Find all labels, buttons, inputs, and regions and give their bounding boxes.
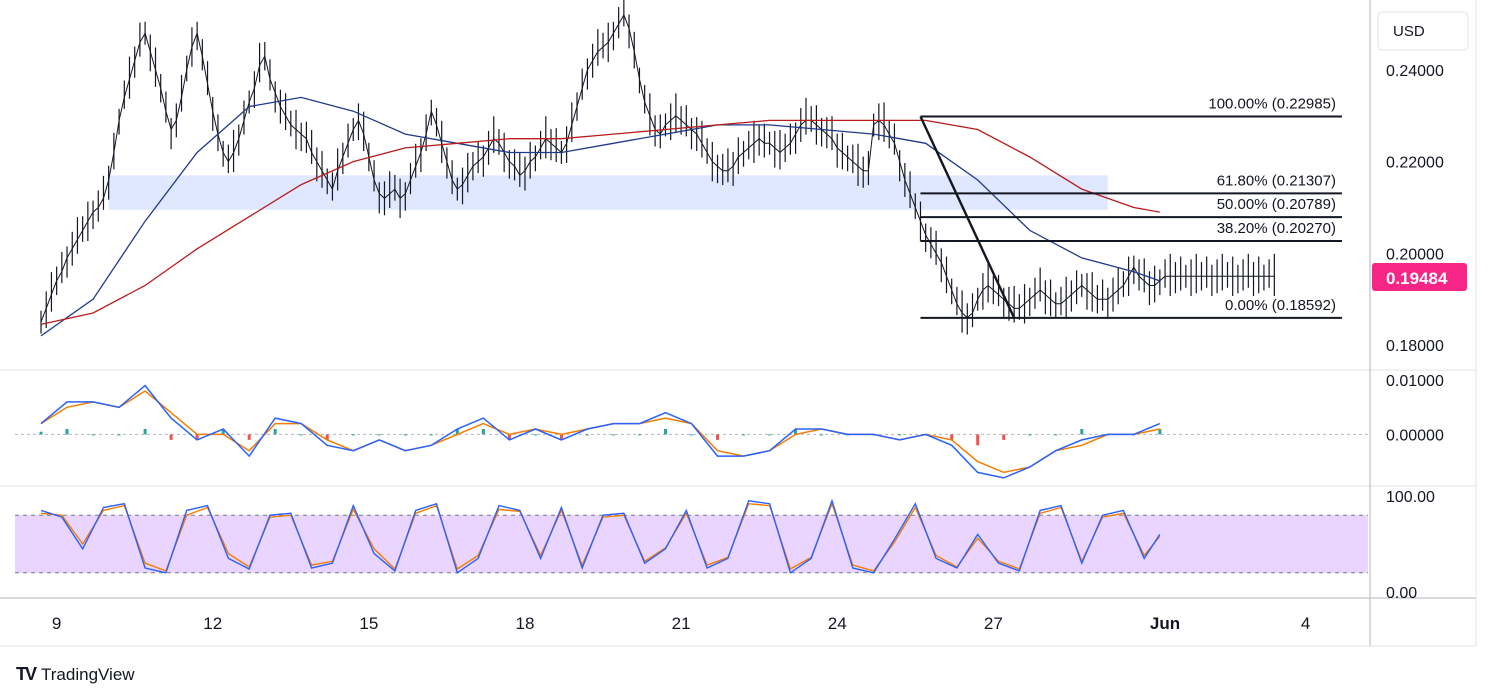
stochastic-tick-label: 100.00: [1386, 489, 1435, 506]
tradingview-brand[interactable]: TV TradingView: [16, 664, 135, 685]
time-tick-label: 4: [1301, 614, 1310, 633]
macd-histogram-bar: [716, 434, 720, 440]
macd-histogram-bar: [91, 434, 95, 436]
macd-histogram-bar: [637, 434, 641, 436]
macd-histogram-bar: [1158, 429, 1162, 435]
time-tick-label: 24: [828, 614, 847, 633]
price-tick-label: 0.22000: [1386, 155, 1444, 172]
macd-signal-line: [40, 390, 1160, 474]
macd-histogram-bar: [585, 434, 589, 436]
macd-histogram-bar: [742, 434, 746, 436]
time-tick-label: 18: [516, 614, 535, 633]
price-line: [40, 13, 1275, 323]
macd-histogram-bar: [455, 429, 459, 435]
macd-pane[interactable]: [15, 384, 1368, 479]
price-axis[interactable]: 0.180000.200000.220000.240000.194840.000…: [0, 0, 1477, 647]
macd-histogram-bar: [117, 434, 121, 436]
fib-level-label: 50.00% (0.20789): [1217, 196, 1336, 213]
macd-tick-label: 0.01000: [1386, 373, 1444, 390]
macd-histogram-bar: [429, 434, 433, 436]
time-axis[interactable]: 9 12 15 18 21 24 27 Jun 4: [52, 614, 1310, 633]
macd-histogram-bar: [221, 429, 225, 435]
price-tick-label: 0.20000: [1386, 246, 1444, 263]
time-tick-label: 27: [984, 614, 1003, 633]
macd-histogram-bar: [1002, 434, 1006, 440]
macd-histogram-bar: [351, 434, 355, 436]
macd-histogram-bar: [559, 434, 563, 440]
currency-label: USD: [1393, 23, 1425, 40]
fib-trend-line[interactable]: [919, 115, 1016, 319]
fib-level-label: 0.00% (0.18592): [1225, 297, 1336, 314]
macd-histogram-bar: [273, 429, 277, 435]
macd-histogram-bar: [533, 434, 537, 436]
macd-histogram-bar: [169, 434, 173, 440]
macd-histogram-bar: [611, 434, 615, 436]
brand-name: TradingView: [41, 664, 135, 684]
fib-level-label: 38.20% (0.20270): [1217, 220, 1336, 237]
macd-histogram-bar: [247, 434, 251, 440]
stochastic-tick-label: 0.00: [1386, 585, 1417, 602]
macd-histogram-bar: [299, 434, 303, 436]
macd-histogram-bar: [403, 434, 407, 436]
macd-line: [40, 384, 1161, 479]
time-tick-label: 15: [359, 614, 378, 633]
macd-histogram-bar: [690, 434, 693, 436]
macd-histogram-bar: [820, 434, 824, 436]
macd-histogram-bar: [976, 434, 980, 446]
macd-histogram-bar: [794, 429, 798, 435]
moving-average-blue: [40, 96, 1161, 337]
stochastic-pane[interactable]: [15, 498, 1368, 574]
macd-histogram-bar: [143, 429, 147, 435]
last-price-badge[interactable]: [1372, 263, 1467, 292]
time-tick-label: Jun: [1150, 614, 1180, 633]
fib-level-label: 61.80% (0.21307): [1217, 172, 1336, 189]
macd-histogram-bar: [377, 434, 381, 436]
time-tick-label: 12: [203, 614, 222, 633]
time-tick-label: 9: [52, 614, 61, 633]
last-price-value: 0.19484: [1386, 269, 1448, 288]
macd-histogram-bar: [1054, 434, 1058, 436]
stochastic-k-line: [40, 498, 1161, 574]
macd-histogram-bar: [898, 434, 902, 436]
macd-tick-label: 0.00000: [1386, 427, 1444, 444]
macd-histogram-bar: [65, 429, 69, 435]
macd-histogram-bar: [768, 434, 772, 436]
macd-histogram-bar: [663, 429, 667, 435]
tradingview-logo-icon: TV: [16, 664, 37, 684]
moving-average-red: [40, 119, 1160, 326]
price-tick-label: 0.18000: [1386, 338, 1444, 355]
price-tick-label: 0.24000: [1386, 63, 1444, 80]
macd-histogram-bar: [481, 429, 485, 435]
macd-histogram-bar: [325, 434, 329, 440]
fib-level-label: 100.00% (0.22985): [1208, 95, 1336, 112]
macd-histogram-bar: [950, 434, 954, 440]
macd-histogram-bar: [507, 434, 511, 440]
currency-button[interactable]: USD: [1377, 11, 1469, 51]
macd-histogram-bar: [195, 434, 199, 440]
macd-histogram-bar: [1028, 434, 1032, 436]
time-tick-label: 21: [672, 614, 691, 633]
macd-histogram-bar: [1080, 429, 1084, 435]
macd-histogram-bar: [39, 431, 43, 435]
price-pane[interactable]: 100.00% (0.22985) 61.80% (0.21307) 50.00% …: [40, 0, 1342, 337]
